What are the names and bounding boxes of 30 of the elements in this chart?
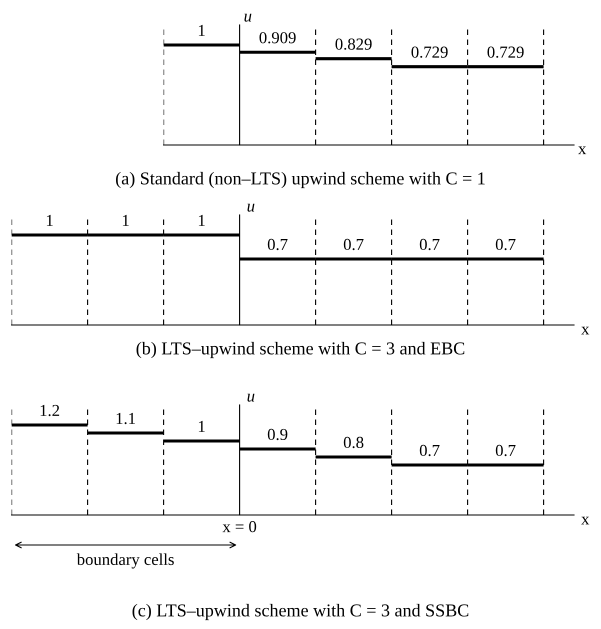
data-label: 0.909 — [259, 32, 296, 44]
data-label: 0.7 — [496, 444, 516, 456]
text: x — [581, 326, 590, 334]
data-label: 1 — [46, 214, 53, 226]
data-label: 0.829 — [335, 38, 372, 50]
text: x — [578, 146, 586, 154]
data-label: 0.7 — [496, 238, 516, 250]
data-label: 0.7 — [268, 238, 288, 250]
data-label: 1.2 — [40, 404, 60, 416]
data-label: 1 — [198, 24, 205, 36]
data-label: 1 — [122, 214, 129, 226]
text: x = 0 — [222, 521, 256, 532]
text: boundary cells — [76, 553, 174, 568]
text: (b) LTS–upwind scheme with C = 3 and EBC — [136, 342, 464, 358]
text: x — [581, 516, 590, 524]
data-label: 0.729 — [487, 46, 524, 58]
text: u — [248, 204, 254, 212]
text: u — [248, 394, 254, 402]
text: u — [244, 14, 252, 22]
data-label: 0.7 — [420, 444, 440, 456]
data-label: 0.7 — [344, 238, 364, 250]
data-label: 0.8 — [344, 436, 364, 448]
data-label: 0.9 — [268, 428, 288, 440]
data-label: 1.1 — [116, 412, 136, 424]
data-label: 0.729 — [411, 46, 448, 58]
data-label: 0.7 — [420, 238, 440, 250]
text: (c) LTS–upwind scheme with C = 3 and SSBC — [132, 604, 468, 620]
data-label: 1 — [198, 214, 205, 226]
data-label: 1 — [198, 420, 205, 432]
text: (a) Standard (non–LTS) upwind scheme with C = 1 — [116, 172, 485, 188]
